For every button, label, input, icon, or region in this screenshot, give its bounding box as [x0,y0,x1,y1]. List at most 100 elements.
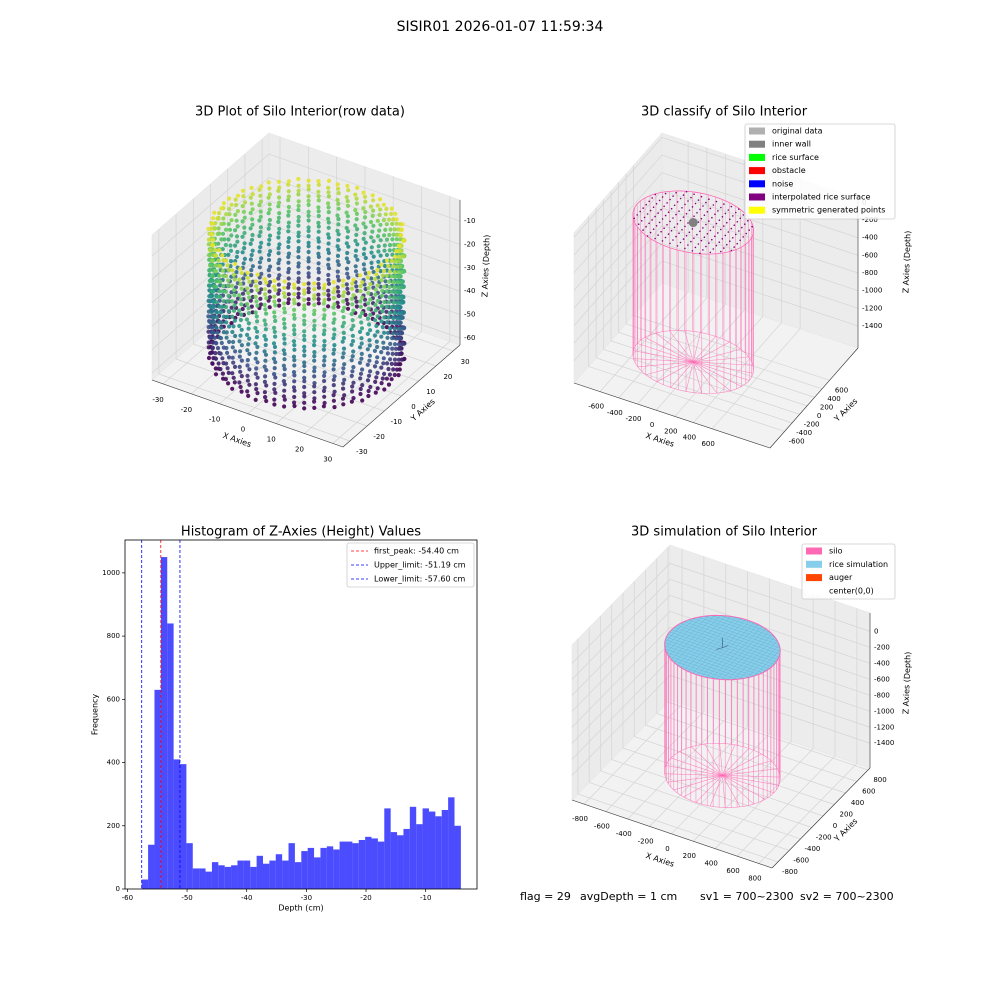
cloud-point [255,272,260,277]
cloud-point [355,227,360,232]
cloud-point [225,314,230,319]
x-tick-label: 10 [267,436,276,444]
cloud-point [389,289,394,294]
cloud-point [382,233,387,238]
cloud-point [292,400,297,405]
cloud-point [246,306,251,311]
grid-line [669,595,871,664]
cloud-point [336,206,341,211]
cloud-point [286,198,291,203]
cloud-point [365,331,370,336]
cloud-point [282,285,287,290]
cloud-point [374,272,379,277]
legend-label: original data [772,127,823,136]
cloud-point [306,194,311,199]
x-tick-label: 600 [726,867,739,875]
cloud-point [326,272,331,278]
cloud-point [259,256,264,261]
cloud-point [267,217,272,223]
grid-line [633,315,830,381]
cloud-point [296,270,301,275]
cloud-point [223,242,228,248]
mesh-line [664,620,687,643]
legend-label: obstacle [772,166,806,175]
cloud-point [363,255,368,261]
cloud-point [359,356,364,361]
surface-point [684,247,686,250]
cloud-point [281,317,287,322]
histogram-bar [358,840,366,889]
cloud-point [366,306,371,311]
cloud-point [336,293,341,299]
cloud-point [286,194,291,199]
cloud-point [302,384,307,390]
histogram-bar [160,557,168,889]
cloud-point [380,273,385,278]
cloud-point [277,211,282,216]
cloud-point [326,250,331,256]
cloud-point [273,318,278,324]
cloud-point [254,284,259,289]
histogram-bar [211,862,219,889]
cloud-point [371,208,376,213]
silo-base-spoke [722,775,766,800]
cloud-point [316,297,321,302]
histogram-bar [371,838,378,889]
silo-base-spoke [693,361,754,374]
histogram-bar [148,844,155,889]
cloud-point [332,311,337,316]
cloud-point [383,212,388,217]
cloud-point [316,239,321,244]
grid-line [571,595,671,696]
cloud-point [316,224,321,229]
silo-ring [632,190,754,255]
cloud-point [282,321,287,326]
mesh-line [706,624,759,678]
cloud-point [282,382,287,387]
cloud-point [212,210,217,215]
cloud-point [376,259,381,264]
cloud-point [382,263,388,269]
axis-line [771,767,871,869]
cloud-point [331,336,336,341]
cloud-point [388,227,393,232]
cloud-point [322,394,327,399]
legend-patch [749,153,765,161]
cloud-point [230,386,235,391]
grid-line [175,358,368,427]
z-tick-label: -1000 [874,707,894,715]
x-tick-label: -400 [616,830,632,838]
mesh-line [696,620,751,676]
cloud-point [312,293,317,298]
surface-point [696,212,698,214]
silo-base-spoke [693,361,731,392]
cloud-point [388,341,393,346]
cloud-point [296,245,301,251]
cloud-point [390,346,395,351]
cloud-point [349,358,354,363]
mesh-line [763,656,780,673]
cloud-point [342,377,347,382]
cloud-point [253,325,258,331]
cloud-point [306,274,311,279]
y-tick-label: 0 [116,885,120,893]
cloud-point [367,353,372,358]
cloud-point [254,387,259,392]
cloud-point [306,281,311,286]
cloud-point [306,213,311,218]
cloud-point [387,372,392,377]
surface-point [685,234,688,237]
cloud-point [375,355,380,360]
histogram-bar [180,764,187,889]
cloud-point [296,203,301,208]
cloud-point [227,196,232,201]
cloud-point [331,305,336,310]
cloud-point [379,319,384,324]
cloud-point [210,274,215,279]
cloud-point [335,269,340,274]
cloud-point [258,193,263,198]
cloud-point [227,227,233,232]
cloud-point [218,279,223,284]
cloud-point [387,243,393,248]
cloud-point [331,295,336,300]
